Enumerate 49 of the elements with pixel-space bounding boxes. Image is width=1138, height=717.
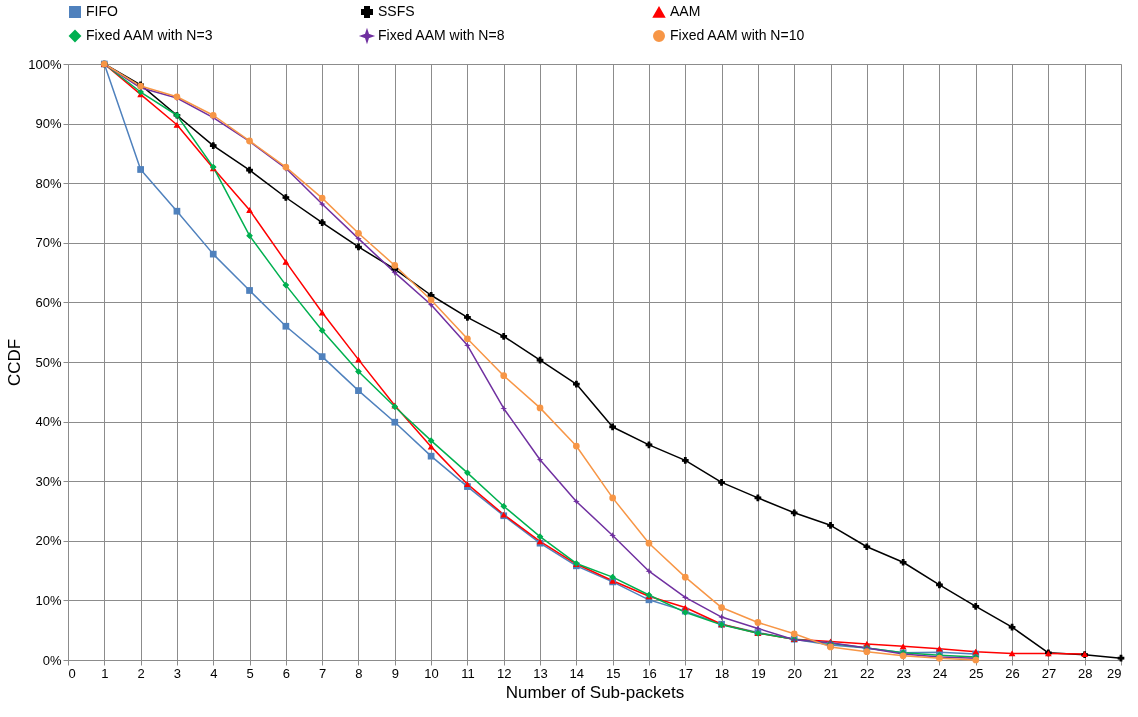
x-tick-label: 7 xyxy=(319,665,327,681)
x-tick-label: 2 xyxy=(137,665,145,681)
y-tick-label: 30% xyxy=(35,473,62,489)
y-tick-label: 20% xyxy=(35,533,62,549)
x-axis-title: Number of Sub-packets xyxy=(505,682,685,702)
x-tick-label: 12 xyxy=(496,665,512,681)
x-tick-label: 18 xyxy=(714,665,730,681)
y-tick-label: 60% xyxy=(35,294,62,310)
x-tick-label: 6 xyxy=(282,665,290,681)
x-tick-label: 16 xyxy=(642,665,657,681)
legend-label: AAM xyxy=(670,3,701,20)
y-tick-label: 70% xyxy=(35,235,62,251)
x-tick-label: 9 xyxy=(391,665,399,681)
x-tick-label: 26 xyxy=(1005,665,1020,681)
y-tick-label: 80% xyxy=(35,175,62,191)
x-tick-label: 11 xyxy=(461,665,475,681)
x-tick-label: 13 xyxy=(533,665,548,681)
x-tick-label: 14 xyxy=(569,665,585,681)
x-tick-label: 3 xyxy=(173,665,182,681)
legend-label: Fixed AAM with N=3 xyxy=(86,27,213,43)
x-tick-label: 10 xyxy=(424,665,439,681)
y-tick-label: 100% xyxy=(28,56,62,72)
x-tick-label: 21 xyxy=(823,665,839,681)
x-tick-label: 28 xyxy=(1077,665,1093,681)
legend-label: Fixed AAM with N=10 xyxy=(670,27,805,43)
x-tick-label: 8 xyxy=(355,665,363,681)
x-tick-label: 29 xyxy=(1107,665,1122,681)
x-tick-label: 19 xyxy=(751,665,766,681)
y-tick-label: 50% xyxy=(35,354,62,370)
y-tick-label: 40% xyxy=(35,414,62,430)
x-tick-label: 22 xyxy=(860,665,875,681)
x-tick-label: 20 xyxy=(787,665,802,681)
x-tick-label: 27 xyxy=(1041,665,1057,681)
x-tick-label: 24 xyxy=(932,665,948,681)
x-tick-label: 17 xyxy=(678,665,694,681)
y-tick-label: 10% xyxy=(35,592,62,608)
y-axis-title: CCDF xyxy=(5,338,25,387)
x-tick-label: 5 xyxy=(246,665,254,681)
legend-label: FIFO xyxy=(86,3,118,19)
x-tick-label: 25 xyxy=(969,665,984,681)
x-tick-label: 23 xyxy=(896,665,911,681)
legend-label: SSFS xyxy=(378,3,415,19)
x-tick-label: 0 xyxy=(68,665,76,681)
x-tick-label: 15 xyxy=(605,665,621,681)
y-tick-label: 90% xyxy=(35,116,62,132)
legend-label: Fixed AAM with N=8 xyxy=(378,27,505,43)
x-tick-label: 1 xyxy=(101,665,109,681)
x-tick-label: 4 xyxy=(210,665,218,681)
y-tick-label: 0% xyxy=(42,652,62,668)
